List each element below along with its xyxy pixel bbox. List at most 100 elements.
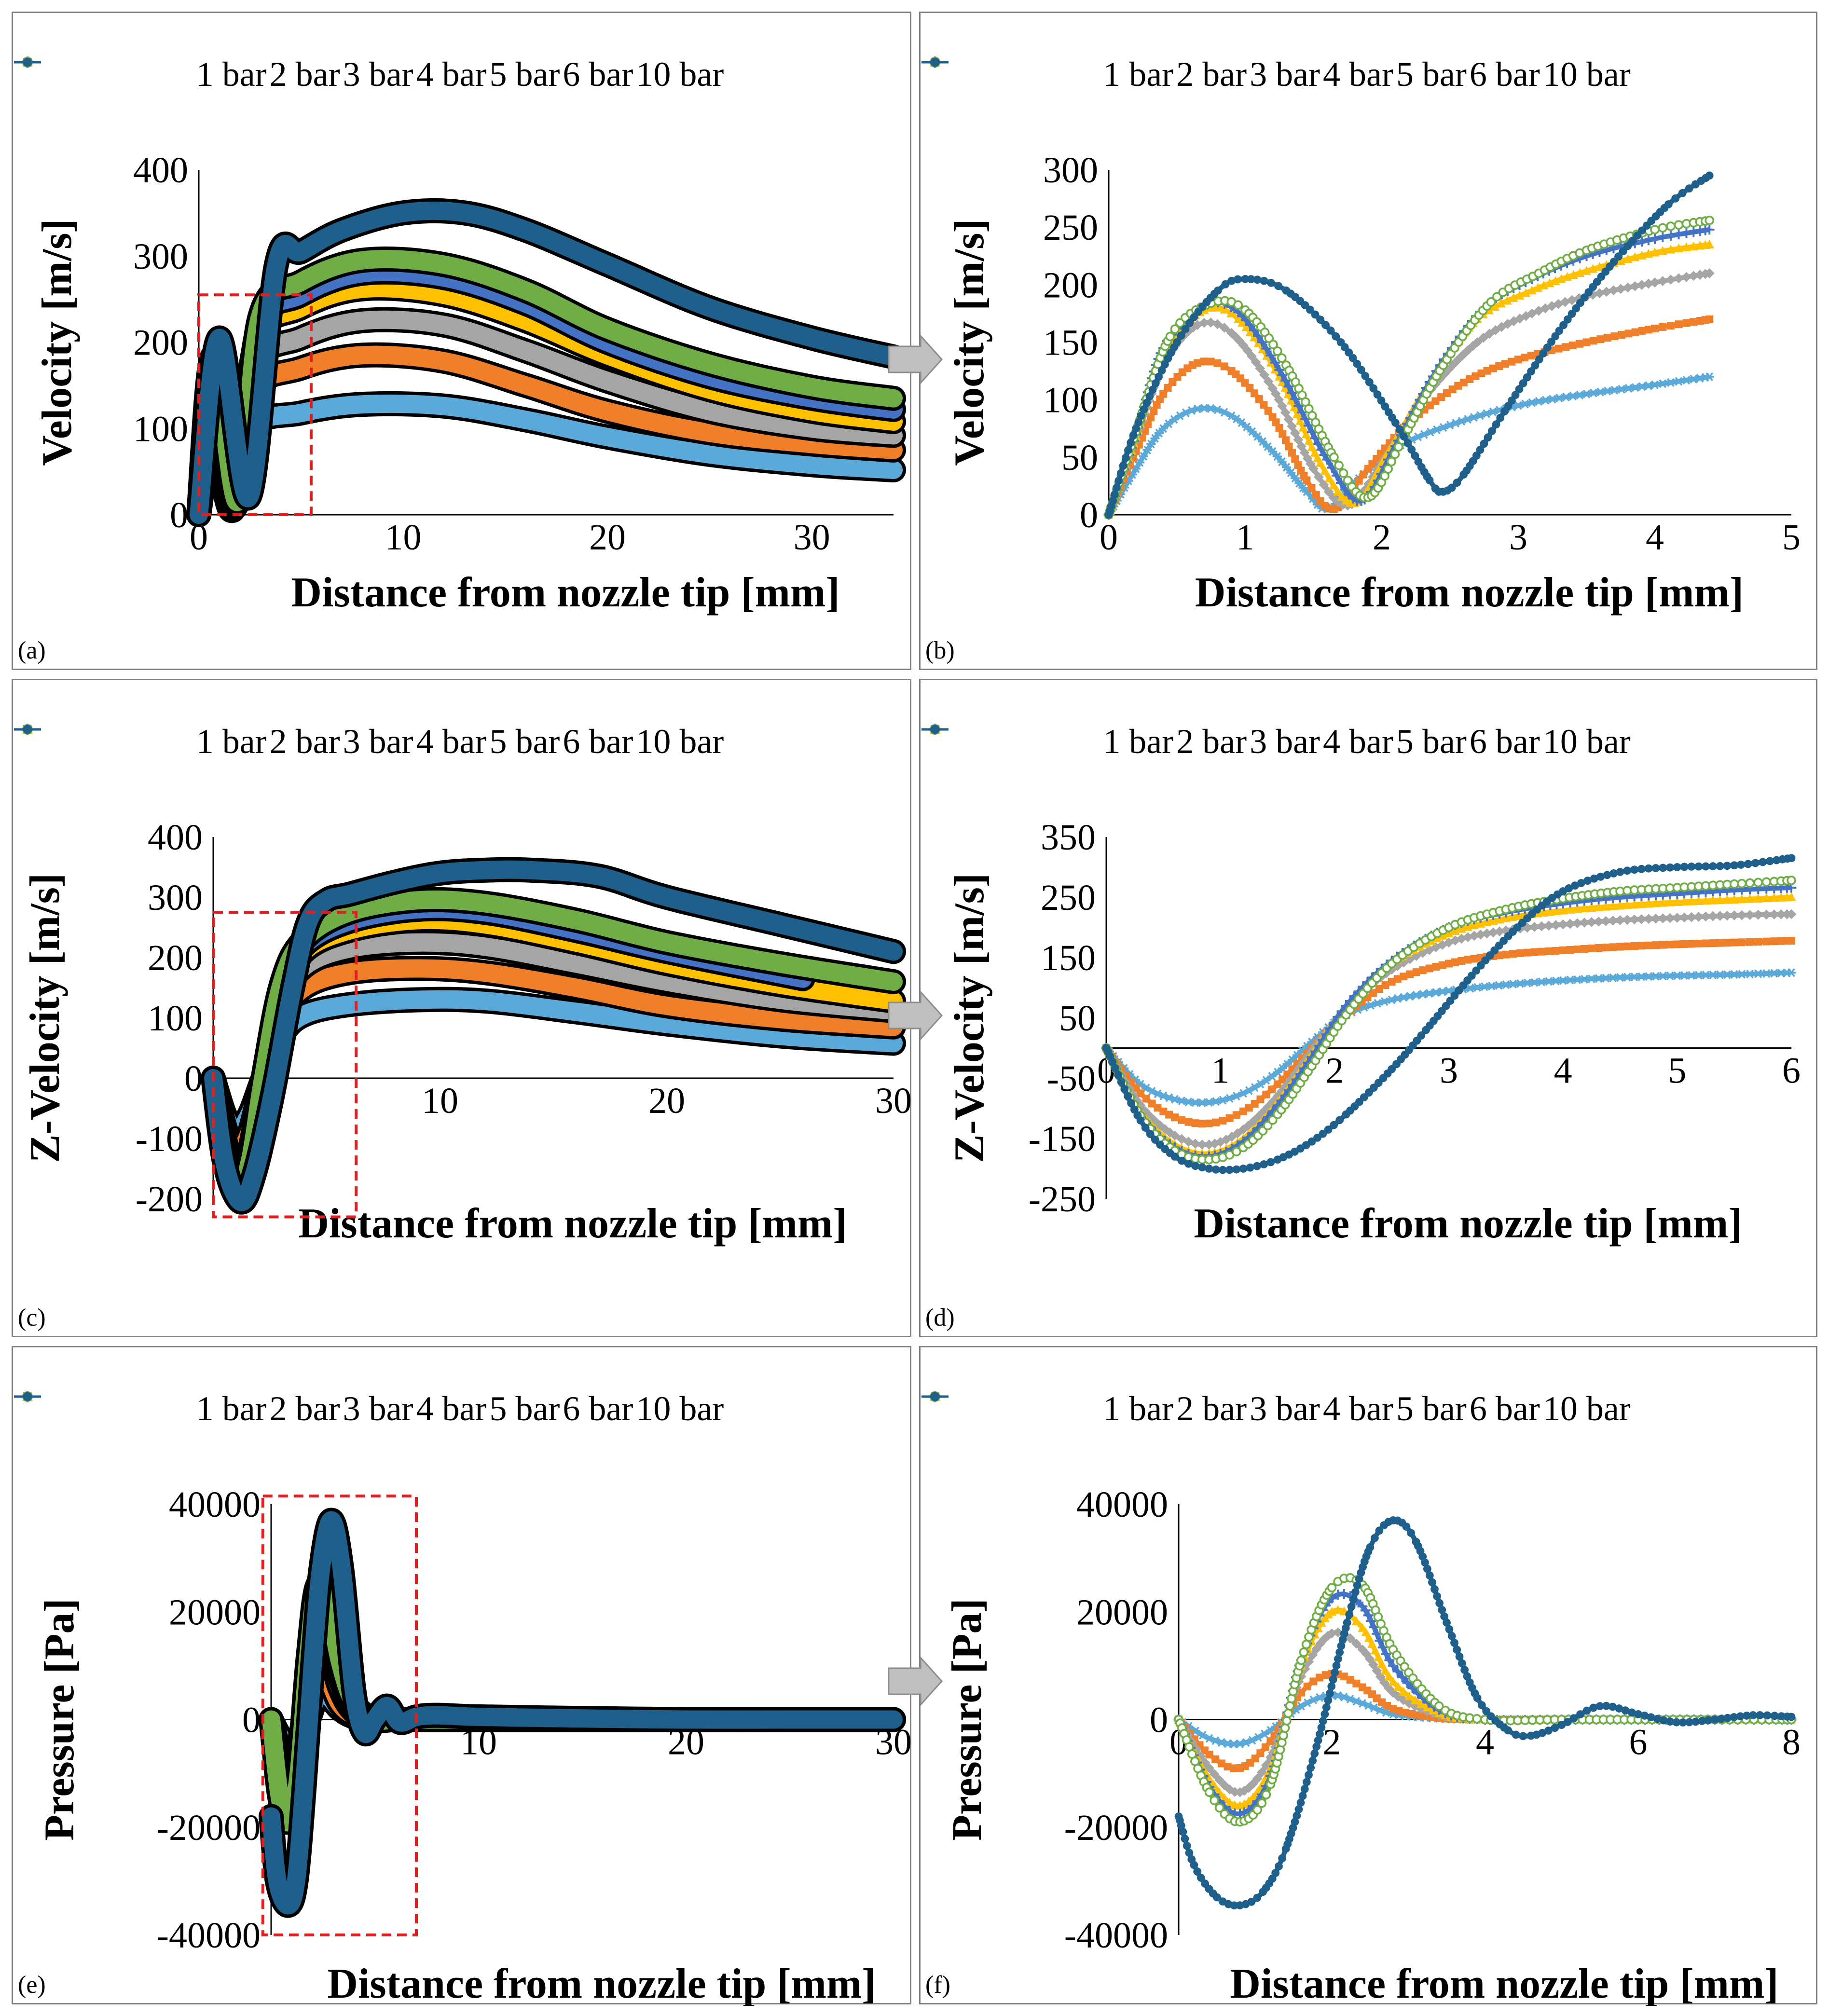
data-point bbox=[1425, 1571, 1434, 1580]
data-point bbox=[1650, 225, 1660, 234]
data-point bbox=[1786, 909, 1797, 919]
data-point bbox=[1629, 899, 1639, 909]
data-point bbox=[1158, 424, 1168, 433]
series-marker-icon bbox=[14, 1392, 41, 1401]
data-point bbox=[1742, 1711, 1751, 1720]
data-point bbox=[1761, 969, 1771, 978]
data-point bbox=[1523, 948, 1531, 957]
y-axis-title: Pressure [Pa] bbox=[36, 1598, 83, 1841]
data-point bbox=[1477, 1701, 1486, 1709]
y-tick-label: 100 bbox=[1043, 380, 1098, 421]
data-point bbox=[1468, 341, 1478, 351]
data-point bbox=[1343, 1618, 1351, 1627]
data-point bbox=[1343, 476, 1353, 485]
data-point bbox=[1453, 354, 1464, 364]
data-point bbox=[1685, 1718, 1693, 1727]
data-point bbox=[1716, 939, 1724, 947]
data-point bbox=[1402, 1522, 1411, 1531]
data-point bbox=[1205, 1165, 1213, 1173]
data-point bbox=[1177, 1821, 1185, 1830]
data-point bbox=[1749, 1711, 1758, 1719]
data-point bbox=[1111, 1064, 1119, 1072]
data-point bbox=[1368, 1659, 1378, 1670]
data-point bbox=[1403, 439, 1412, 447]
data-point bbox=[1366, 1543, 1375, 1551]
x-tick-label: 20 bbox=[648, 1081, 685, 1121]
data-point bbox=[1473, 1694, 1482, 1702]
data-point bbox=[1658, 223, 1668, 233]
series-6-bar bbox=[1101, 876, 1796, 1165]
data-point bbox=[1762, 937, 1771, 946]
data-point bbox=[1295, 416, 1305, 425]
data-point bbox=[1247, 275, 1255, 284]
data-point bbox=[1772, 856, 1781, 864]
data-point bbox=[1109, 496, 1117, 505]
y-tick-label: 0 bbox=[242, 1700, 261, 1741]
data-point bbox=[1249, 325, 1259, 335]
data-point bbox=[1674, 229, 1684, 240]
data-point bbox=[1437, 940, 1448, 950]
data-point bbox=[1219, 1166, 1227, 1174]
series-marker-icon bbox=[14, 57, 41, 67]
legend-item: 4 bar bbox=[921, 1389, 1393, 1429]
data-point bbox=[1220, 1793, 1229, 1802]
data-point bbox=[1408, 1710, 1416, 1718]
data-point bbox=[1715, 911, 1725, 921]
data-point bbox=[1184, 1118, 1193, 1126]
data-point bbox=[1173, 338, 1181, 346]
data-point bbox=[1275, 1862, 1283, 1871]
data-point bbox=[1211, 1166, 1220, 1174]
x-axis-title: Distance from nozzle tip [mm] bbox=[327, 1961, 876, 2006]
data-point bbox=[1659, 864, 1667, 872]
data-point bbox=[1290, 402, 1299, 411]
legend-item: 10 bar bbox=[14, 1389, 724, 1429]
data-point bbox=[1478, 332, 1489, 343]
data-point bbox=[1230, 1901, 1238, 1910]
data-point bbox=[1761, 909, 1772, 920]
data-point bbox=[1680, 940, 1689, 948]
data-point bbox=[1407, 1529, 1415, 1537]
data-point bbox=[1787, 854, 1796, 863]
data-point bbox=[1444, 986, 1454, 995]
legend-label: 1 bar bbox=[1103, 722, 1174, 761]
data-point bbox=[1753, 909, 1763, 920]
data-point bbox=[1377, 1642, 1388, 1653]
data-point bbox=[1207, 357, 1215, 366]
data-point bbox=[1134, 418, 1143, 426]
data-point bbox=[1751, 859, 1760, 867]
data-point bbox=[1119, 461, 1128, 470]
data-point bbox=[1514, 314, 1525, 324]
data-point bbox=[1407, 445, 1416, 454]
data-point bbox=[1787, 876, 1796, 885]
data-point bbox=[1445, 960, 1453, 968]
right-arrow-icon bbox=[888, 1656, 943, 1707]
data-point bbox=[1283, 381, 1294, 392]
data-point bbox=[1672, 1718, 1681, 1727]
data-point bbox=[1326, 326, 1335, 335]
data-point bbox=[1337, 1642, 1346, 1650]
data-point bbox=[1374, 1652, 1383, 1661]
data-point bbox=[1329, 453, 1339, 462]
legend-label: 2 bar bbox=[269, 722, 340, 761]
data-point bbox=[1300, 414, 1311, 425]
data-point bbox=[1438, 423, 1448, 432]
data-point bbox=[1239, 1165, 1248, 1173]
data-point bbox=[1205, 1119, 1213, 1127]
data-point bbox=[1139, 452, 1148, 461]
data-point bbox=[1171, 1113, 1179, 1122]
data-point bbox=[1432, 962, 1440, 971]
panel-label-d: (d) bbox=[925, 1304, 955, 1331]
data-point bbox=[1623, 866, 1632, 875]
legend-label: 6 bar bbox=[1469, 1389, 1540, 1428]
data-point bbox=[1651, 941, 1660, 949]
data-point bbox=[1693, 912, 1704, 922]
data-point bbox=[1333, 486, 1343, 496]
y-tick-label: 300 bbox=[148, 878, 203, 918]
data-point bbox=[1332, 332, 1340, 341]
data-point bbox=[1273, 1068, 1282, 1077]
data-point bbox=[1657, 276, 1668, 286]
data-point bbox=[1206, 404, 1216, 413]
data-point bbox=[1294, 1805, 1303, 1813]
data-point bbox=[1651, 324, 1659, 332]
legend-item: 1 bar bbox=[14, 55, 267, 95]
